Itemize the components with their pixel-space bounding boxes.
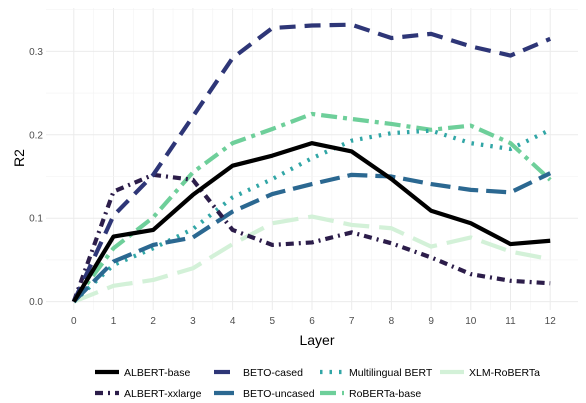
legend-item-albert-xxlarge: ALBERT-xxlarge bbox=[95, 388, 202, 400]
grid bbox=[46, 8, 578, 310]
x-tick-label: 6 bbox=[309, 316, 315, 327]
series-line-multilingual-bert bbox=[72, 127, 552, 304]
legend-label: ALBERT-base bbox=[124, 367, 191, 379]
x-tick-label: 10 bbox=[465, 316, 477, 327]
x-tick-label: 7 bbox=[349, 316, 355, 327]
legend-item-albert-base: ALBERT-base bbox=[95, 367, 191, 379]
legend-item-beto-uncased: BETO-uncased bbox=[214, 388, 315, 400]
series-line-beto-uncased bbox=[72, 171, 552, 304]
x-axis-title: Layer bbox=[299, 332, 334, 348]
legend-label: RoBERTa-base bbox=[349, 388, 421, 400]
series-line-albert-base bbox=[71, 141, 551, 303]
legend-item-roberta-base: RoBERTa-base bbox=[320, 388, 421, 400]
x-tick-label: 3 bbox=[190, 316, 196, 327]
x-tick-label: 5 bbox=[270, 316, 276, 327]
series-line-beto-cased bbox=[71, 22, 552, 303]
legend-item-beto-cased: BETO-cased bbox=[214, 367, 303, 379]
x-tick-label: 2 bbox=[150, 316, 156, 327]
legend-item-multilingual-bert: Multilingual BERT bbox=[320, 367, 433, 379]
series-line-roberta-base bbox=[72, 111, 552, 303]
series-lines bbox=[71, 22, 552, 304]
x-tick-label: 1 bbox=[111, 316, 117, 327]
x-tick-label: 9 bbox=[428, 316, 434, 327]
x-tick-label: 11 bbox=[505, 316, 516, 327]
legend-item-xlm-roberta: XLM-RoBERTa bbox=[440, 367, 540, 379]
y-axis-ticks: 0.0 0.1 0.2 0.3 bbox=[29, 47, 43, 308]
legend-label: XLM-RoBERTa bbox=[469, 367, 540, 379]
y-axis-title: R2 bbox=[11, 149, 27, 167]
legend-label: Multilingual BERT bbox=[349, 367, 433, 379]
y-tick-label: 0.0 bbox=[29, 297, 43, 308]
y-tick-label: 0.3 bbox=[29, 47, 43, 58]
x-tick-label: 0 bbox=[71, 316, 77, 327]
legend-label: BETO-uncased bbox=[243, 388, 315, 400]
legend: ALBERT-base BETO-cased Multilingual BERT XL… bbox=[95, 367, 540, 400]
legend-label: ALBERT-xxlarge bbox=[124, 388, 202, 400]
x-tick-label: 8 bbox=[389, 316, 395, 327]
x-tick-label: 4 bbox=[230, 316, 236, 327]
legend-label: BETO-cased bbox=[243, 367, 303, 379]
x-tick-label: 12 bbox=[545, 316, 557, 327]
series-line-xlm-roberta bbox=[73, 214, 551, 304]
y-tick-label: 0.2 bbox=[29, 130, 43, 141]
x-axis-ticks: 0 1 2 3 4 5 6 7 8 9 10 11 12 bbox=[71, 316, 556, 327]
y-tick-label: 0.1 bbox=[29, 214, 43, 225]
